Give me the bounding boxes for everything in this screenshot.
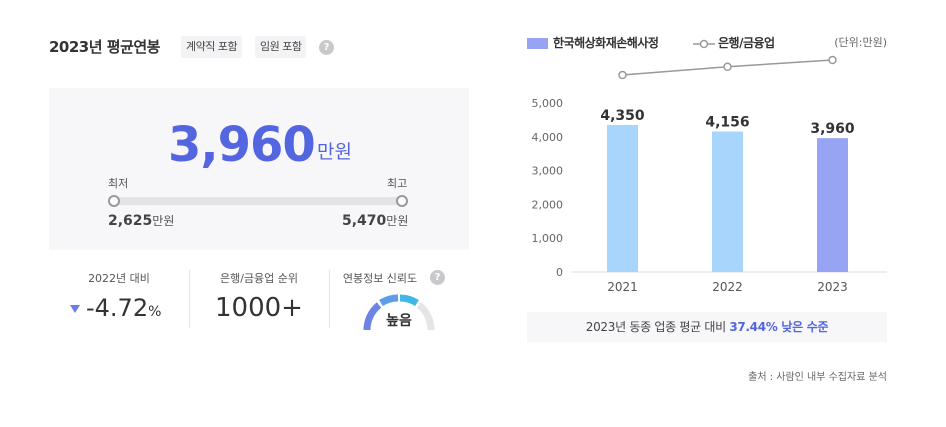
- salary-range-min-dot: [108, 195, 120, 207]
- tag-contract-included: 계약직 포함: [181, 36, 243, 58]
- x-tick-label: 2021: [607, 280, 638, 294]
- salary-range-max-dot: [396, 195, 408, 207]
- summary-highlight: 37.44% 낮은 수준: [729, 320, 829, 334]
- y-tick-label: 1,000: [532, 232, 564, 245]
- min-label: 최저: [108, 177, 129, 190]
- x-tick-label: 2023: [817, 280, 848, 294]
- x-tick-label: 2022: [712, 280, 743, 294]
- industry-line-point: [618, 70, 627, 80]
- max-label: 최고: [387, 177, 408, 190]
- divider: [329, 270, 330, 328]
- unit-label: (단위:만원): [834, 36, 887, 49]
- bar: [712, 131, 743, 272]
- summary-box: 2023년 동종 업종 평균 대비 37.44% 낮은 수준: [527, 312, 887, 342]
- bar: [817, 138, 848, 272]
- divider: [189, 270, 190, 328]
- tag-executive-included: 임원 포함: [255, 36, 307, 58]
- reliability-help-icon[interactable]: ?: [430, 270, 445, 285]
- legend-industry: 은행/금융업: [718, 36, 775, 50]
- min-salary-value: 2,625만원: [108, 213, 175, 229]
- average-salary-value: 3,960: [168, 117, 316, 173]
- y-tick-label: 5,000: [532, 97, 564, 110]
- help-icon[interactable]: ?: [319, 40, 334, 55]
- bar-value-label: 4,156: [705, 115, 749, 131]
- y-tick-label: 0: [556, 266, 563, 279]
- rank-value: 1000+: [215, 293, 303, 323]
- max-salary-value: 5,470만원: [342, 213, 409, 229]
- legend-line-swatch: [693, 39, 715, 49]
- rank-label: 은행/금융업 순위: [219, 272, 299, 285]
- industry-line-point: [723, 62, 732, 71]
- legend-bar-swatch: [527, 38, 548, 49]
- average-salary-unit: 만원: [317, 141, 352, 163]
- y-tick-label: 4,000: [532, 131, 564, 144]
- reliability-label: 연봉정보 신뢰도: [342, 272, 418, 285]
- down-arrow-icon: [70, 305, 80, 313]
- bar: [607, 124, 638, 272]
- reliability-gauge: 높음: [361, 292, 437, 336]
- change-value: -4.72%: [70, 294, 161, 322]
- bar-value-label: 4,350: [600, 108, 645, 124]
- average-salary-box: 3,960 만원 최저 최고 2,625만원 5,470만원: [49, 88, 469, 250]
- y-tick-label: 2,000: [532, 198, 564, 211]
- bar-value-label: 3,960: [810, 121, 855, 137]
- legend-company: 한국해상화재손해사정: [553, 36, 659, 50]
- source-text: 출처 : 사람인 내부 수집자료 분석: [748, 372, 887, 383]
- page-title: 2023년 평균연봉: [49, 38, 160, 56]
- change-label: 2022년 대비: [88, 272, 150, 285]
- summary-text: 2023년 동종 업종 평균 대비: [585, 320, 730, 334]
- salary-range-track: [114, 197, 402, 205]
- reliability-value: 높음: [386, 313, 412, 329]
- y-tick-label: 3,000: [532, 165, 564, 178]
- industry-line-point: [828, 55, 837, 65]
